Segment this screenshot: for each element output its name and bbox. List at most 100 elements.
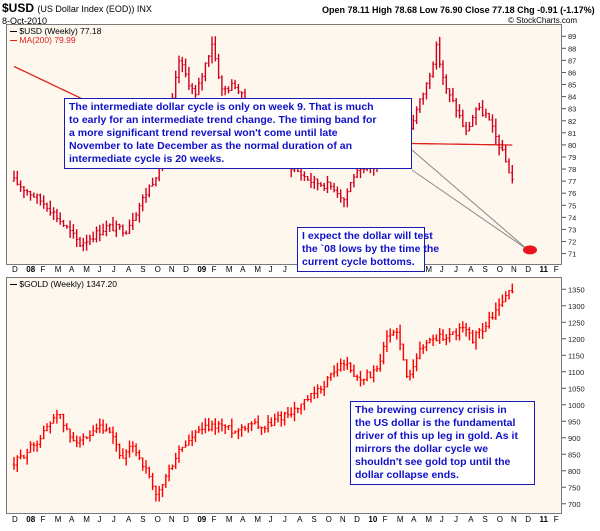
price-bar: [418, 98, 422, 113]
price-bar: [227, 425, 230, 431]
price-bar: [180, 56, 184, 73]
price-bar: [253, 418, 257, 425]
x-tick-label: O: [154, 265, 161, 274]
price-bar: [190, 83, 194, 95]
price-bar: [81, 237, 85, 252]
price-bar: [121, 224, 125, 237]
y-tick-label: 1200: [568, 335, 585, 344]
price-bar: [200, 72, 204, 91]
price-bar: [105, 220, 108, 237]
price-bar: [233, 430, 237, 434]
y-tick-label: 75: [568, 201, 576, 210]
price-bar: [471, 329, 475, 344]
price-bar: [151, 472, 154, 491]
annotation-line: intermediate cycle is 20 weeks.: [69, 153, 225, 165]
price-bar: [197, 425, 201, 434]
y-tick-label: 80: [568, 141, 576, 150]
price-bar: [15, 455, 19, 472]
y-tick-label: 950: [568, 417, 581, 426]
stockcharts-brand: © StockCharts.com: [508, 16, 578, 25]
price-bar: [312, 386, 316, 400]
gold-annotation: The brewing currency crisis in the US do…: [350, 401, 535, 485]
y-tick-label: 900: [568, 434, 581, 443]
x-tick-label: D: [12, 515, 18, 524]
price-bar: [402, 343, 405, 361]
price-bar: [428, 337, 432, 344]
price-bar: [95, 423, 98, 434]
price-bar: [438, 328, 442, 344]
price-bar: [52, 414, 55, 424]
price-bar: [62, 219, 65, 227]
price-bar: [230, 79, 234, 92]
y-tick-label: 84: [568, 93, 576, 102]
gold-x-axis: D 08 F M A M J J A S O N D 09 F M A M J J A S O N D 10 F M A M J J A S O N D…: [6, 515, 562, 527]
price-bar: [217, 53, 220, 79]
price-bar: [98, 224, 102, 242]
y-tick-label: 750: [568, 483, 581, 492]
price-bar: [217, 420, 220, 433]
price-bar: [296, 407, 300, 414]
price-bar: [491, 114, 494, 133]
price-bar: [204, 62, 207, 82]
price-bar: [378, 353, 382, 372]
price-bar: [428, 72, 432, 90]
x-tick-label: M: [54, 265, 62, 274]
price-bar: [303, 398, 306, 411]
price-bar: [326, 375, 329, 388]
price-bar: [207, 54, 211, 67]
price-bar: [78, 436, 82, 448]
price-bar: [484, 108, 488, 118]
price-bar: [306, 395, 310, 402]
price-bar: [167, 464, 171, 482]
price-bar: [45, 202, 49, 212]
y-tick-label: 86: [568, 68, 576, 77]
y-tick-label: 79: [568, 153, 576, 162]
price-bar: [237, 83, 240, 94]
price-bar: [230, 418, 234, 439]
price-bar: [435, 334, 438, 342]
x-tick-label: A: [69, 515, 75, 524]
price-bar: [444, 334, 448, 346]
price-bar: [276, 411, 280, 423]
price-bar: [29, 190, 32, 201]
price-bar: [114, 220, 118, 238]
price-bar: [336, 362, 339, 377]
price-bar: [342, 197, 346, 208]
price-bar: [329, 181, 333, 190]
price-bar: [95, 226, 98, 243]
price-bar: [108, 223, 112, 232]
price-bar: [322, 381, 326, 396]
x-tick-label: 09: [197, 265, 207, 274]
price-bar: [200, 422, 204, 435]
price-bar: [372, 365, 376, 383]
price-bar: [39, 193, 42, 206]
price-bar: [388, 328, 392, 343]
price-bar: [345, 356, 349, 370]
price-bar: [431, 334, 435, 346]
price-bar: [22, 454, 26, 459]
price-bar: [98, 418, 102, 434]
annotation-line: dollar collapse ends.: [355, 469, 459, 481]
x-tick-label: N: [168, 515, 175, 524]
price-bar: [42, 425, 46, 440]
x-tick-label: J: [439, 515, 444, 524]
price-bar: [243, 425, 247, 432]
price-bar: [444, 74, 448, 94]
x-tick-label: M: [225, 265, 233, 274]
price-bar: [223, 424, 227, 435]
price-bar: [58, 413, 62, 420]
annotation-line: November to late December as the normal …: [69, 140, 352, 152]
price-bar: [454, 328, 458, 341]
y-tick-label: 77: [568, 177, 576, 186]
price-bar: [481, 323, 484, 339]
price-bar: [487, 112, 491, 121]
x-tick-label: O: [496, 515, 503, 524]
x-tick-label: 08: [26, 265, 36, 274]
price-bar: [121, 448, 125, 459]
y-tick-label: 1250: [568, 318, 585, 327]
price-bar: [147, 184, 151, 198]
price-bar: [52, 207, 55, 220]
dollar-lows-annotation: I expect the dollar will test the `08 lo…: [297, 227, 439, 272]
x-tick-label: A: [69, 265, 75, 274]
price-bar: [451, 87, 455, 103]
